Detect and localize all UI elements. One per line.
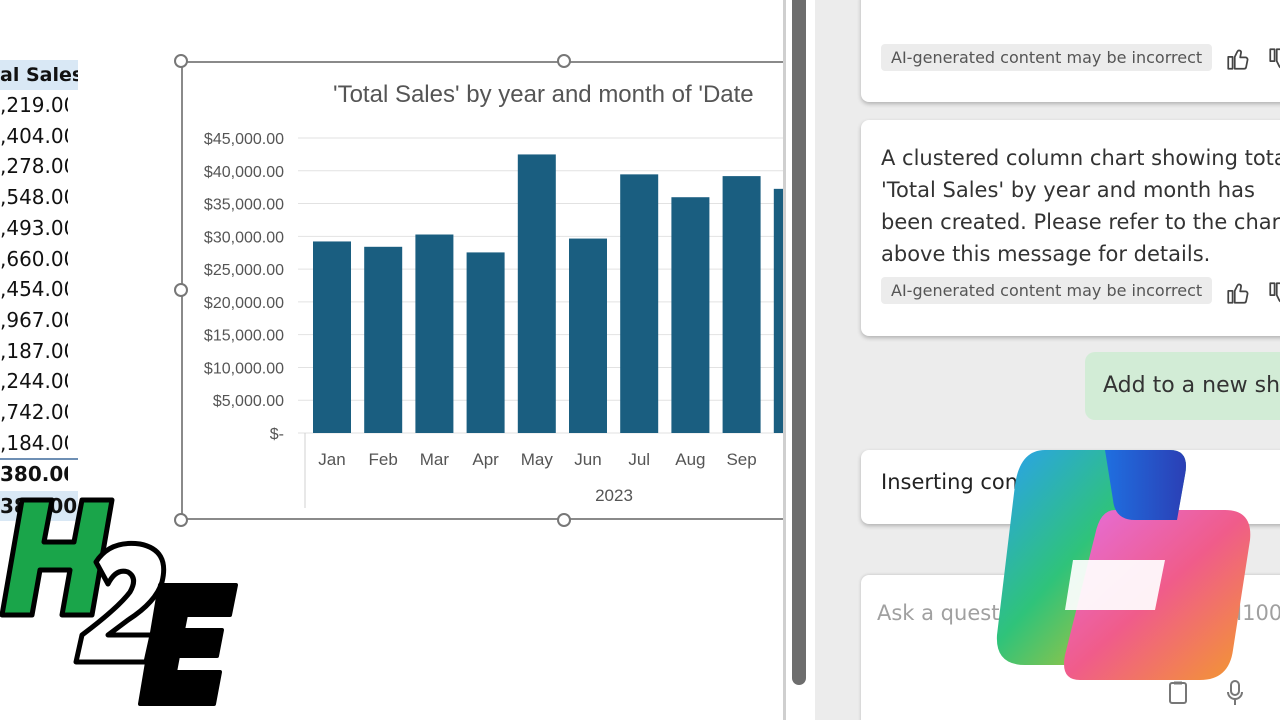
copilot-logo — [996, 450, 1251, 680]
y-tick-label: $40,000.00 — [204, 164, 284, 181]
resize-handle-top-middle[interactable] — [557, 54, 571, 68]
resize-handle-bottom-left[interactable] — [174, 513, 188, 527]
microphone-icon[interactable] — [1225, 679, 1245, 707]
column-header-total-sales[interactable]: al Sales — [0, 60, 78, 90]
sales-cell[interactable]: ,493.00 — [0, 215, 68, 240]
thumbs-down-icon[interactable] — [1267, 46, 1280, 72]
bar-apr[interactable] — [466, 252, 505, 433]
ai-disclaimer-badge: AI-generated content may be incorrect — [881, 277, 1213, 304]
resize-handle-top-left[interactable] — [174, 54, 188, 68]
bar-jul[interactable] — [620, 174, 659, 433]
x-tick-label: Mar — [420, 450, 450, 469]
sales-cell[interactable]: ,548.00 — [0, 185, 68, 210]
thumbs-up-icon[interactable] — [1225, 46, 1251, 72]
chat-card-chart-created: A clustered column chart showing total '… — [861, 120, 1280, 336]
inserting-status: Inserting cont — [881, 470, 1027, 494]
sales-cell[interactable]: ,184.00 — [0, 430, 68, 455]
bar-aug[interactable] — [671, 197, 710, 433]
attach-icon[interactable] — [1167, 679, 1189, 707]
bar-sep[interactable] — [722, 176, 761, 433]
total-divider — [0, 458, 78, 460]
sales-cell[interactable]: ,219.00 — [0, 93, 68, 117]
bar-may[interactable] — [517, 154, 556, 433]
x-tick-label: Aug — [675, 450, 705, 469]
x-tick-label: Jan — [318, 450, 345, 469]
bar-oct[interactable] — [773, 188, 783, 433]
chart-object[interactable]: 'Total Sales' by year and month of 'Date… — [181, 61, 783, 520]
x-tick-label: Sep — [726, 450, 756, 469]
bar-jan[interactable] — [313, 241, 351, 433]
sales-cell[interactable]: ,278.00 — [0, 154, 68, 179]
scrollbar-thumb[interactable] — [792, 0, 806, 685]
y-tick-label: $15,000.00 — [204, 328, 284, 345]
resize-handle-bottom-middle[interactable] — [557, 513, 571, 527]
y-tick-label: $10,000.00 — [204, 360, 284, 377]
sales-cell[interactable]: ,244.00 — [0, 369, 68, 394]
x-group-label: 2023 — [595, 486, 633, 505]
sales-cell[interactable]: ,660.00 — [0, 246, 68, 271]
chat-card-previous: AI-generated content may be incorrect — [861, 0, 1280, 102]
resize-handle-middle-left[interactable] — [174, 283, 188, 297]
sales-cell[interactable]: ,967.00 — [0, 307, 68, 332]
x-tick-label: May — [521, 450, 554, 469]
assistant-message: A clustered column chart showing total '… — [881, 146, 1280, 266]
ai-disclaimer-badge: AI-generated content may be incorrect — [881, 44, 1213, 71]
bar-jun[interactable] — [569, 238, 607, 433]
bar-mar[interactable] — [415, 234, 454, 433]
sales-cell[interactable]: ,187.00 — [0, 338, 68, 363]
y-tick-label: $- — [270, 426, 284, 443]
sales-cell[interactable]: ,454.00 — [0, 277, 68, 302]
y-tick-label: $45,000.00 — [204, 131, 284, 148]
user-message: Add to a new shee — [1085, 352, 1280, 420]
y-tick-label: $25,000.00 — [204, 262, 284, 279]
x-tick-label: Feb — [369, 450, 398, 469]
y-tick-label: $35,000.00 — [204, 197, 284, 214]
spreadsheet-column: al Sales ,219.00 ,404.00 ,278.00 ,548.00 ,49… — [0, 0, 80, 720]
thumbs-down-icon[interactable] — [1267, 280, 1280, 306]
x-tick-label: Jul — [628, 450, 650, 469]
y-tick-label: $5,000.00 — [213, 393, 284, 410]
y-tick-label: $20,000.00 — [204, 295, 284, 312]
chart-title: 'Total Sales' by year and month of 'Date — [333, 81, 754, 108]
chart-plot: $- $5,000.00 $10,000.00 $15,000.00 $20,000.0… — [204, 131, 783, 508]
thumbs-up-icon[interactable] — [1225, 280, 1251, 306]
h2e-logo — [0, 497, 238, 706]
pane-divider[interactable] — [783, 0, 786, 720]
sales-cell[interactable]: ,404.00 — [0, 123, 68, 148]
y-tick-label: $30,000.00 — [204, 229, 284, 246]
bar-feb[interactable] — [364, 246, 403, 433]
x-tick-label: Jun — [574, 450, 601, 469]
sales-cell[interactable]: ,742.00 — [0, 400, 68, 424]
x-tick-label: Apr — [472, 450, 499, 469]
total-cell[interactable]: 380.00 — [0, 462, 68, 486]
